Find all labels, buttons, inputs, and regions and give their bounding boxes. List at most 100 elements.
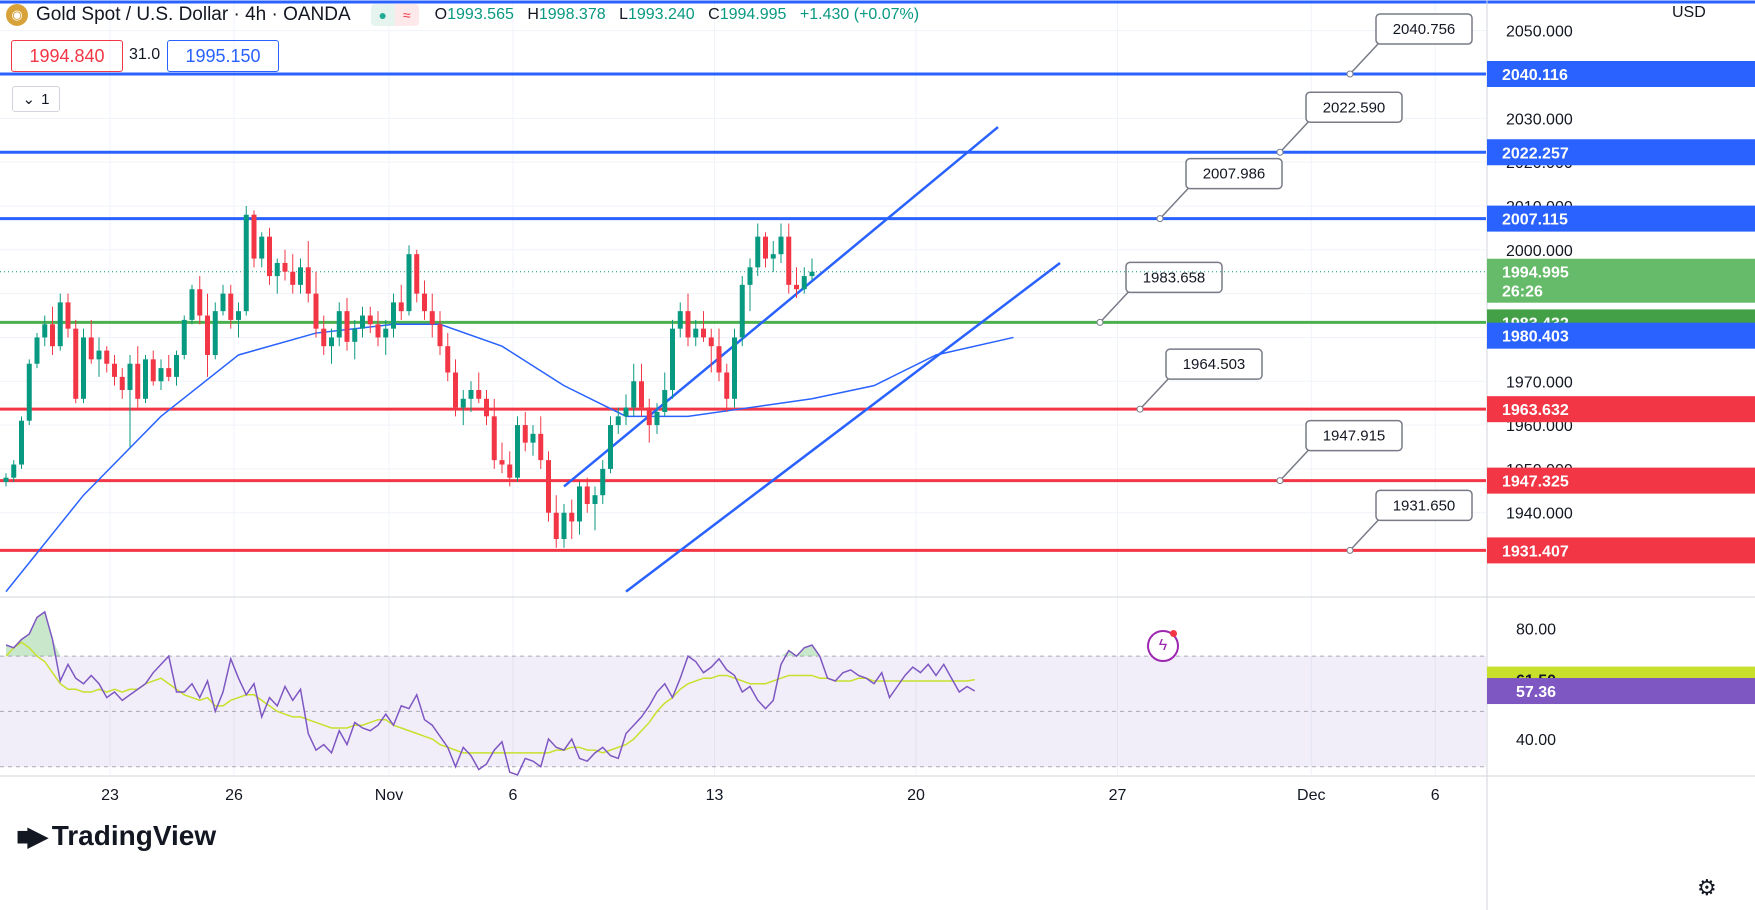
price-tick-label: 2050.000: [1506, 24, 1573, 41]
candle-body: [530, 433, 536, 443]
currency-selector[interactable]: USD: [1672, 4, 1706, 22]
candle-body: [367, 315, 373, 325]
chart-legend: ◉ Gold Spot / U.S. Dollar · 4h · OANDA ●…: [0, 0, 928, 30]
time-tick-label: 23: [101, 787, 119, 804]
symbol-title[interactable]: Gold Spot / U.S. Dollar · 4h · OANDA: [36, 4, 351, 25]
candles: [3, 205, 815, 548]
candle-body: [360, 315, 365, 329]
callout-anchor: [1346, 70, 1354, 78]
rsi-tick-label: 80.00: [1516, 621, 1556, 638]
candle-body: [794, 284, 799, 290]
buy-price-button[interactable]: 1995.150: [167, 40, 279, 72]
candle-body: [546, 460, 551, 513]
close-value: 1994.995: [719, 6, 787, 23]
candle-body: [65, 302, 71, 329]
eye-icon[interactable]: ●: [370, 4, 395, 26]
callout-anchor: [1346, 546, 1354, 554]
indicators-collapse-button[interactable]: ⌄ 1: [12, 86, 60, 112]
candle-body: [484, 398, 489, 417]
candle-body: [561, 512, 567, 540]
price-tick-label: 1940.000: [1506, 506, 1573, 523]
candle-body: [693, 328, 699, 338]
candle-body: [11, 464, 17, 478]
candle-body: [437, 324, 443, 347]
price-badge: [1487, 322, 1755, 349]
approx-icon[interactable]: ≈: [394, 4, 419, 26]
callout-box: [1305, 419, 1403, 452]
candle-body: [670, 328, 675, 391]
candle-body: [406, 254, 412, 312]
price-tick-label: 2030.000: [1506, 111, 1573, 128]
rsi-band: [0, 656, 1486, 767]
candle-body: [42, 324, 48, 338]
time-tick-label: Dec: [1297, 787, 1325, 804]
candle-body: [809, 271, 815, 277]
candle-body: [716, 346, 722, 373]
gear-icon[interactable]: ⚙: [1697, 875, 1717, 900]
ohlc-values: O1993.565 H1998.378 L1993.240 C1994.995 …: [434, 6, 920, 23]
candle-body: [119, 376, 125, 391]
candle-body: [453, 372, 458, 408]
candle-body: [197, 289, 203, 316]
candle-body: [600, 468, 606, 496]
candle-body: [150, 359, 156, 382]
candle-body: [584, 486, 590, 504]
rsi-line: [5, 610, 976, 776]
candle-body: [228, 293, 234, 320]
spread-value: 31.0: [129, 46, 161, 63]
candle-body: [770, 254, 776, 259]
gold-symbol-icon: ◉: [6, 4, 28, 26]
candle-body: [701, 328, 706, 338]
callout-box: [1185, 157, 1283, 190]
sell-price-button[interactable]: 1994.840: [11, 40, 123, 72]
price-badge-label: 2022.257: [1502, 145, 1569, 162]
legend-toggles[interactable]: ● ≈: [370, 4, 419, 26]
callout-box: [1375, 489, 1473, 522]
candle-body: [181, 319, 187, 355]
candle-body: [336, 311, 342, 338]
candle-body: [236, 311, 241, 320]
candle-body: [267, 236, 272, 277]
candle-body: [739, 284, 745, 338]
low-value: 1993.240: [627, 6, 695, 23]
candle-body: [747, 267, 753, 285]
candle-body: [724, 372, 730, 399]
callout-label: 2040.756: [1393, 21, 1456, 38]
candle-body: [383, 328, 389, 338]
candle-body: [96, 350, 102, 360]
candle-body: [205, 315, 210, 355]
indicators-count: 1: [41, 90, 50, 108]
candle-body: [112, 363, 117, 377]
time-tick-label: 27: [1109, 787, 1127, 804]
candle-body: [375, 324, 381, 338]
candle-body: [243, 214, 249, 312]
candle-body: [476, 390, 482, 399]
price-badge-label: 1947.325: [1502, 474, 1569, 491]
candle-body: [592, 495, 598, 504]
candle-body: [507, 464, 513, 478]
callout-anchor: [1276, 477, 1284, 485]
callout-label: 1947.915: [1323, 428, 1386, 445]
candle-body: [88, 337, 94, 360]
price-tick-label: 1970.000: [1506, 374, 1573, 391]
candle-body: [398, 302, 404, 312]
price-badge: [1487, 396, 1755, 423]
price-badge: [1487, 205, 1755, 232]
candle-body: [615, 416, 621, 426]
candle-body: [290, 271, 296, 285]
rsi-badge-label: 57.36: [1516, 684, 1556, 701]
time-tick-label: 13: [706, 787, 724, 804]
candle-body: [212, 311, 218, 355]
callout-box: [1375, 13, 1473, 45]
candle-body: [135, 363, 141, 399]
time-tick-label: 20: [907, 787, 925, 804]
price-tick-label: 1960.000: [1506, 418, 1573, 435]
tradingview-logo[interactable]: ■▶ TradingView: [16, 820, 216, 852]
candle-body: [391, 302, 396, 329]
channel-lower-line: [625, 261, 1061, 593]
callout-label: 2007.986: [1203, 166, 1266, 183]
price-badge: [1487, 139, 1755, 166]
callout-pointer: [1349, 519, 1379, 551]
candle-body: [786, 236, 792, 285]
